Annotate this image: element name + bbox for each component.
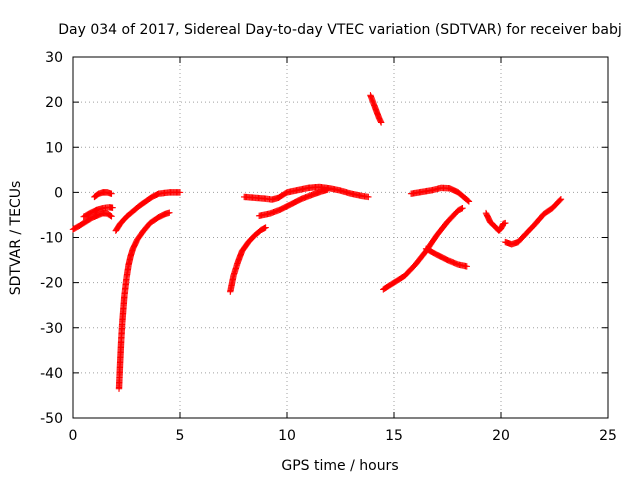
x-tick-label: 25: [599, 428, 617, 444]
series-arc-10: [380, 204, 466, 293]
series-arc-1: [69, 209, 115, 233]
series-arc-14: [502, 195, 565, 248]
x-tick-label: 5: [176, 428, 185, 444]
y-tick-label: 0: [54, 185, 63, 201]
data-point: [324, 186, 331, 193]
data-point: [109, 204, 116, 211]
data-point: [465, 198, 473, 205]
y-tick-label: -50: [40, 411, 63, 427]
data-point: [459, 204, 466, 212]
x-tick-label: 0: [69, 428, 78, 444]
series-arc-6: [227, 224, 269, 295]
data-point: [458, 205, 465, 212]
data-point: [262, 224, 269, 231]
y-tick-label: 20: [45, 95, 63, 111]
y-tick-label: 30: [45, 50, 63, 66]
data-point: [261, 224, 268, 232]
data-point: [556, 196, 564, 204]
series-arc-2: [80, 204, 116, 220]
chart-title: Day 034 of 2017, Sidereal Day-to-day VTE…: [58, 22, 621, 38]
data-point: [557, 195, 565, 203]
data-points: [69, 92, 565, 392]
series-arc-4: [115, 209, 173, 392]
data-point: [176, 189, 184, 196]
x-tick-label: 15: [385, 428, 403, 444]
y-tick-label: -20: [40, 276, 63, 292]
grid-lines: [73, 57, 608, 418]
series-arc-13: [482, 209, 509, 234]
data-point: [502, 219, 509, 227]
data-point: [166, 209, 173, 216]
data-point: [464, 197, 472, 204]
series-arc-11: [407, 184, 473, 205]
series-arc-9: [367, 92, 385, 126]
series-arc-8: [255, 186, 331, 220]
y-axis-label: SDTVAR / TECUs: [8, 181, 24, 296]
y-tick-label: -10: [40, 231, 63, 247]
series-arc-12: [422, 245, 470, 270]
x-axis-label: GPS time / hours: [281, 458, 398, 474]
axis-ticks: 0 5 10 15 20 25 -50 -40 -30 -20 -10 0 10 20 30: [40, 50, 617, 444]
y-tick-label: -30: [40, 321, 63, 337]
data-point: [107, 212, 114, 219]
data-point: [108, 213, 115, 220]
data-point: [108, 190, 115, 197]
x-tick-label: 10: [278, 428, 296, 444]
series-arc-3: [91, 189, 115, 201]
y-tick-label: -40: [40, 366, 63, 382]
y-tick-label: 10: [45, 140, 63, 156]
data-point: [463, 263, 470, 270]
data-point: [365, 193, 372, 201]
series-arc-5: [112, 189, 184, 234]
data-point: [377, 119, 385, 126]
x-tick-label: 20: [492, 428, 510, 444]
